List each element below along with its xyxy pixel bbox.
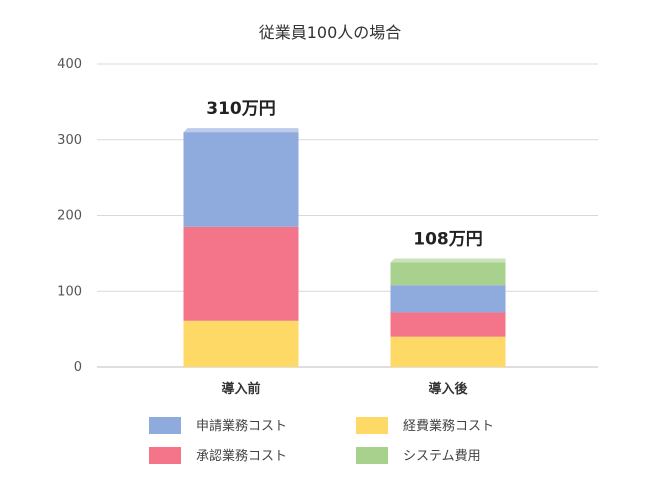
bar-segment	[390, 336, 506, 367]
legend-item: システム費用	[356, 447, 481, 464]
x-category-label: 導入後	[428, 381, 468, 397]
y-tick-label: 100	[57, 284, 82, 299]
bar-segment	[183, 226, 299, 321]
y-tick-label: 0	[74, 360, 82, 375]
legend-label: 申請業務コスト	[196, 418, 287, 434]
y-tick-label: 200	[57, 209, 82, 224]
bar-segment	[390, 285, 506, 313]
y-tick-label: 400	[57, 57, 82, 72]
bar-total-label: 108万円	[413, 229, 483, 249]
grid	[97, 63, 598, 368]
legend-swatch	[149, 417, 181, 434]
bar-segment	[390, 262, 506, 286]
bars	[183, 128, 506, 367]
legend-label: 経費業務コスト	[403, 418, 494, 434]
chart-title: 従業員100人の場合	[259, 23, 402, 42]
bar-stack	[183, 128, 299, 367]
x-axis: 導入前 導入後	[221, 381, 468, 397]
legend-swatch	[356, 417, 388, 434]
bar-top-bevel	[183, 128, 299, 133]
bar-top-bevel	[390, 258, 506, 263]
legend-item: 承認業務コスト	[149, 447, 287, 464]
legend-label: 承認業務コスト	[196, 448, 287, 464]
bar-stack	[390, 258, 506, 367]
bar-total-label: 310万円	[206, 99, 276, 119]
y-axis: 0 100 200 300 400	[57, 57, 82, 375]
legend-item: 経費業務コスト	[356, 417, 494, 434]
legend-label: システム費用	[403, 449, 481, 464]
x-category-label: 導入前	[221, 381, 260, 397]
bar-segment	[183, 132, 299, 227]
legend-swatch	[149, 447, 181, 464]
legend-item: 申請業務コスト	[149, 417, 287, 434]
bar-segment	[183, 320, 299, 367]
y-tick-label: 300	[57, 133, 82, 148]
bar-segment	[390, 312, 506, 337]
legend-swatch	[356, 447, 388, 464]
total-labels: 310万円 108万円	[206, 99, 483, 249]
